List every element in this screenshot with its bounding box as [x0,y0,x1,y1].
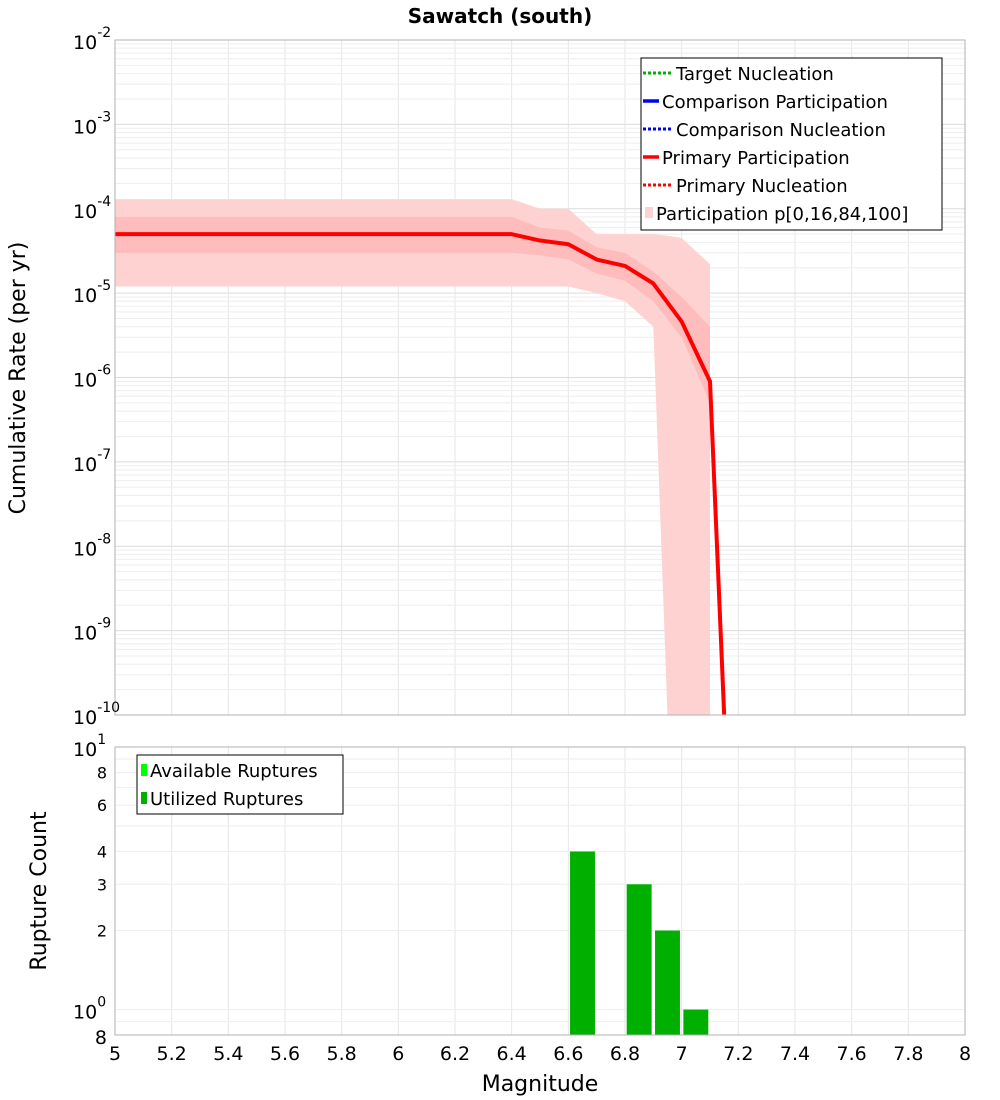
x-tick-label: 7.2 [723,1043,753,1065]
legend-swatch-utilized-ruptures [141,792,147,804]
x-tick-label: 6.2 [440,1043,470,1065]
legend-swatch-available-ruptures [141,764,147,776]
top-y-tick-label: 10-4 [73,194,111,223]
x-tick-label: 7.8 [893,1043,923,1065]
top-y-tick-label: 10-10 [73,700,120,729]
top-y-tick-label: 10-9 [73,616,111,645]
x-tick-label: 7 [676,1043,688,1065]
top-y-tick-label: 10-3 [73,109,111,138]
legend-label-comparison-nucleation: Comparison Nucleation [676,120,886,141]
bottom-y-tick-label-major: 101 [73,732,106,761]
bottom-y-tick-label: 8 [95,1027,107,1049]
bottom-legend: Available Ruptures Utilized Ruptures [136,754,344,815]
bottom-y-tick-label: 3 [97,875,107,894]
top-y-tick-labels: 10-2 10-3 10-4 10-5 10-6 10-7 10-8 10-9 10-10 [73,25,120,729]
legend-label-available-ruptures: Available Ruptures [150,761,318,782]
x-axis-label: Magnitude [482,1072,599,1097]
x-tick-label: 6.8 [610,1043,640,1065]
bottom-y-tick-label: 6 [97,796,107,815]
series-line-primary-nucleation [115,232,726,716]
top-legend: Target Nucleation Comparison Participati… [640,57,943,231]
legend-label-target-nucleation: Target Nucleation [675,64,834,85]
x-tick-label: 5.6 [270,1043,300,1065]
legend-label-comparison-participation: Comparison Participation [662,92,888,113]
bar-utilized-ruptures [683,1009,709,1035]
top-y-tick-label: 10-8 [73,531,111,560]
legend-label-participation-band: Participation p[0,16,84,100] [656,204,908,225]
bottom-bars [570,851,709,1035]
x-tick-label: 8 [959,1043,971,1065]
top-uncertainty-bands [115,199,710,715]
x-tick-label: 5.8 [327,1043,357,1065]
bottom-y-tick-label: 8 [97,763,107,782]
x-tick-label: 6.4 [497,1043,527,1065]
bar-utilized-ruptures [570,851,595,1035]
bar-utilized-ruptures [655,930,680,1035]
bar-utilized-ruptures [626,884,652,1035]
x-tick-label: 5.4 [213,1043,243,1065]
bottom-y-tick-labels: 8 6 4 3 2 8 101 100 [73,732,107,1049]
top-legend-box [640,57,943,231]
x-tick-label: 7.6 [837,1043,867,1065]
bottom-y-tick-label: 4 [97,842,107,861]
x-tick-label: 5 [109,1043,121,1065]
x-tick-label: 7.4 [780,1043,810,1065]
legend-label-primary-participation: Primary Participation [662,148,850,169]
top-y-tick-label: 10-2 [73,25,111,54]
chart-title: Sawatch (south) [408,4,592,28]
top-y-tick-label: 10-5 [73,278,111,307]
x-tick-label: 6.6 [553,1043,583,1065]
x-tick-label: 6 [392,1043,404,1065]
legend-label-primary-nucleation: Primary Nucleation [676,176,848,197]
top-y-tick-label: 10-6 [73,363,111,392]
bottom-legend-box [136,754,344,815]
legend-label-utilized-ruptures: Utilized Ruptures [150,789,303,810]
legend-swatch-participation-band [645,207,653,218]
bottom-y-tick-label: 2 [97,922,107,941]
bottom-y-tick-label-major: 100 [73,995,106,1024]
bottom-y-axis-label: Rupture Count [27,811,52,971]
x-tick-labels: 5 5.2 5.4 5.6 5.8 6 6.2 6.4 6.6 6.8 7 7.2 7.4 7.6 7.8 8 [109,1043,971,1065]
top-y-axis-label: Cumulative Rate (per yr) [6,242,31,515]
bottom-plot-frame [114,746,966,1036]
top-series-lines [115,232,727,716]
top-y-tick-label: 10-7 [73,447,111,476]
x-tick-label: 5.2 [157,1043,187,1065]
top-plot-frame [114,39,966,716]
